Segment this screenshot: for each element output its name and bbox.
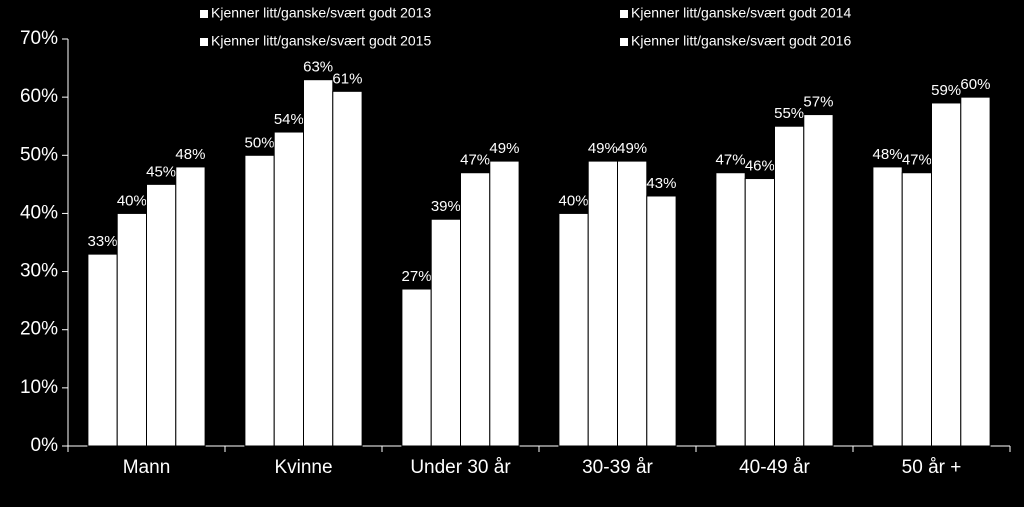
value-label: 33% xyxy=(88,233,118,250)
value-label: 63% xyxy=(303,59,333,76)
value-label: 47% xyxy=(902,152,932,169)
bar xyxy=(273,131,305,447)
bar xyxy=(116,212,147,447)
x-tick-label: 50 år + xyxy=(902,457,962,478)
x-tick-label: Mann xyxy=(123,457,171,478)
y-tick-label: 30% xyxy=(20,261,58,282)
value-label: 49% xyxy=(617,140,647,157)
y-tick-label: 60% xyxy=(20,86,58,107)
y-tick-label: 50% xyxy=(20,144,58,165)
bar xyxy=(803,114,834,447)
bar xyxy=(558,212,589,447)
bar xyxy=(960,96,991,447)
bar xyxy=(617,160,648,447)
x-tick-label: Kvinne xyxy=(274,457,332,478)
value-label: 45% xyxy=(146,163,176,180)
value-label: 48% xyxy=(175,146,205,163)
value-label: 50% xyxy=(245,134,275,151)
bar xyxy=(332,90,363,447)
value-label: 48% xyxy=(873,146,903,163)
y-tick-label: 70% xyxy=(20,28,58,49)
value-label: 47% xyxy=(460,152,490,169)
legend-swatch xyxy=(200,10,208,18)
value-label: 46% xyxy=(745,158,775,175)
bar xyxy=(175,166,206,447)
bar xyxy=(744,178,776,447)
bar xyxy=(901,172,933,447)
value-label: 27% xyxy=(402,268,432,285)
bar xyxy=(87,253,118,447)
legend-label: Kjenner litt/ganske/svært godt 2015 xyxy=(211,33,431,49)
bar xyxy=(146,183,177,447)
bar xyxy=(460,172,491,447)
value-label: 61% xyxy=(332,70,362,87)
y-tick-label: 40% xyxy=(20,202,58,223)
legend-swatch xyxy=(620,38,628,46)
value-label: 59% xyxy=(931,82,961,99)
bar xyxy=(489,160,520,447)
value-label: 55% xyxy=(774,105,804,122)
y-tick-label: 10% xyxy=(20,377,58,398)
bar xyxy=(646,195,677,447)
y-tick-label: 0% xyxy=(31,435,59,456)
bar xyxy=(872,166,903,447)
value-label: 43% xyxy=(646,175,676,192)
x-tick-label: Under 30 år xyxy=(410,457,511,478)
value-label: 54% xyxy=(274,111,304,128)
value-label: 49% xyxy=(489,140,519,157)
bar xyxy=(401,288,432,447)
legend-swatch xyxy=(620,10,628,18)
legend-swatch xyxy=(200,38,208,46)
bar xyxy=(430,218,462,447)
value-label: 47% xyxy=(716,152,746,169)
value-label: 60% xyxy=(960,76,990,93)
value-label: 40% xyxy=(117,192,147,209)
y-tick-label: 20% xyxy=(20,319,58,340)
bar xyxy=(774,125,805,447)
value-label: 40% xyxy=(559,192,589,209)
value-label: 39% xyxy=(431,198,461,215)
bar xyxy=(931,102,962,447)
value-label: 49% xyxy=(588,140,618,157)
value-label: 57% xyxy=(803,94,833,111)
legend-label: Kjenner litt/ganske/svært godt 2016 xyxy=(631,33,851,49)
bar xyxy=(587,160,619,447)
bar xyxy=(715,172,746,447)
bar xyxy=(244,154,275,447)
x-tick-label: 30-39 år xyxy=(582,457,653,478)
bar xyxy=(303,79,334,447)
legend-label: Kjenner litt/ganske/svært godt 2013 xyxy=(211,5,431,21)
x-tick-label: 40-49 år xyxy=(739,457,810,478)
legend-label: Kjenner litt/ganske/svært godt 2014 xyxy=(631,5,851,21)
